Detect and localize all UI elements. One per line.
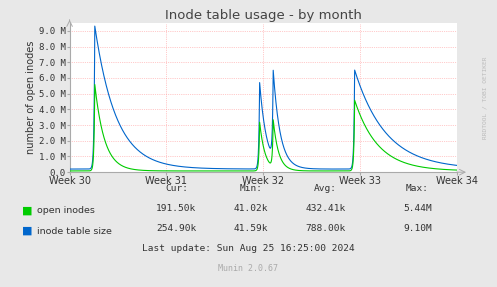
Text: open inodes: open inodes xyxy=(37,206,95,216)
Text: Max:: Max: xyxy=(406,184,429,193)
Text: RRDTOOL / TOBI OETIKER: RRDTOOL / TOBI OETIKER xyxy=(482,56,487,139)
Text: Munin 2.0.67: Munin 2.0.67 xyxy=(219,264,278,273)
Text: 41.59k: 41.59k xyxy=(234,224,268,233)
Text: 9.10M: 9.10M xyxy=(403,224,432,233)
Text: 788.00k: 788.00k xyxy=(306,224,345,233)
Text: ■: ■ xyxy=(22,226,33,236)
Text: 41.02k: 41.02k xyxy=(234,204,268,213)
Text: 5.44M: 5.44M xyxy=(403,204,432,213)
Text: Min:: Min: xyxy=(240,184,262,193)
Title: Inode table usage - by month: Inode table usage - by month xyxy=(165,9,362,22)
Text: 254.90k: 254.90k xyxy=(157,224,196,233)
Text: 191.50k: 191.50k xyxy=(157,204,196,213)
Y-axis label: number of open inodes: number of open inodes xyxy=(26,41,36,154)
Text: Cur:: Cur: xyxy=(165,184,188,193)
Text: 432.41k: 432.41k xyxy=(306,204,345,213)
Text: Avg:: Avg: xyxy=(314,184,337,193)
Text: ■: ■ xyxy=(22,206,33,216)
Text: inode table size: inode table size xyxy=(37,226,112,236)
Text: Last update: Sun Aug 25 16:25:00 2024: Last update: Sun Aug 25 16:25:00 2024 xyxy=(142,244,355,253)
